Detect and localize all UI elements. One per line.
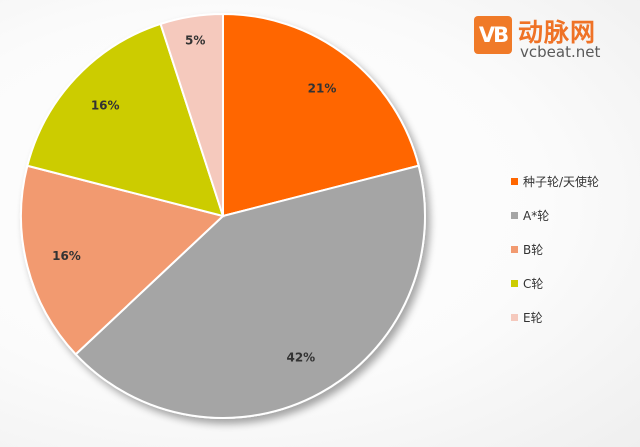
pie-slice-3 — [20, 164, 226, 356]
legend-label-2: A*轮 — [523, 209, 549, 223]
pie-data-label-4: 16% — [91, 98, 120, 112]
legend: 种子轮/天使轮 A*轮 B轮 C轮 E轮 — [511, 174, 599, 325]
legend-swatch-5 — [511, 314, 518, 321]
vcbeat-logo: VB 动脉网 vcbeat.net — [474, 12, 634, 62]
pie-slices — [20, 12, 426, 419]
legend-label-1: 种子轮/天使轮 — [523, 174, 599, 189]
legend-swatch-2 — [511, 212, 518, 219]
pie-data-label-3: 16% — [52, 249, 81, 263]
legend-swatch-1 — [511, 178, 518, 185]
legend-swatch-3 — [511, 246, 518, 253]
pie-slice-5 — [159, 12, 224, 217]
pie-data-labels: 21% 42% 16% 16% 5% — [52, 33, 336, 364]
vcbeat-logo-name: 动脉网 — [518, 18, 597, 47]
vcbeat-logo-domain: vcbeat.net — [520, 43, 601, 61]
legend-swatch-4 — [511, 280, 518, 287]
legend-label-4: C轮 — [523, 277, 543, 291]
pie-slice-4 — [26, 22, 225, 218]
pie-data-label-1: 21% — [308, 81, 337, 95]
vcbeat-logo-mark: VB — [474, 16, 512, 54]
pie-slice-1 — [222, 12, 420, 218]
legend-label-5: E轮 — [523, 311, 543, 325]
legend-label-3: B轮 — [523, 243, 543, 257]
pie-slice-2 — [74, 164, 426, 419]
pie-data-label-2: 42% — [286, 351, 315, 365]
pie-data-label-5: 5% — [185, 33, 205, 47]
